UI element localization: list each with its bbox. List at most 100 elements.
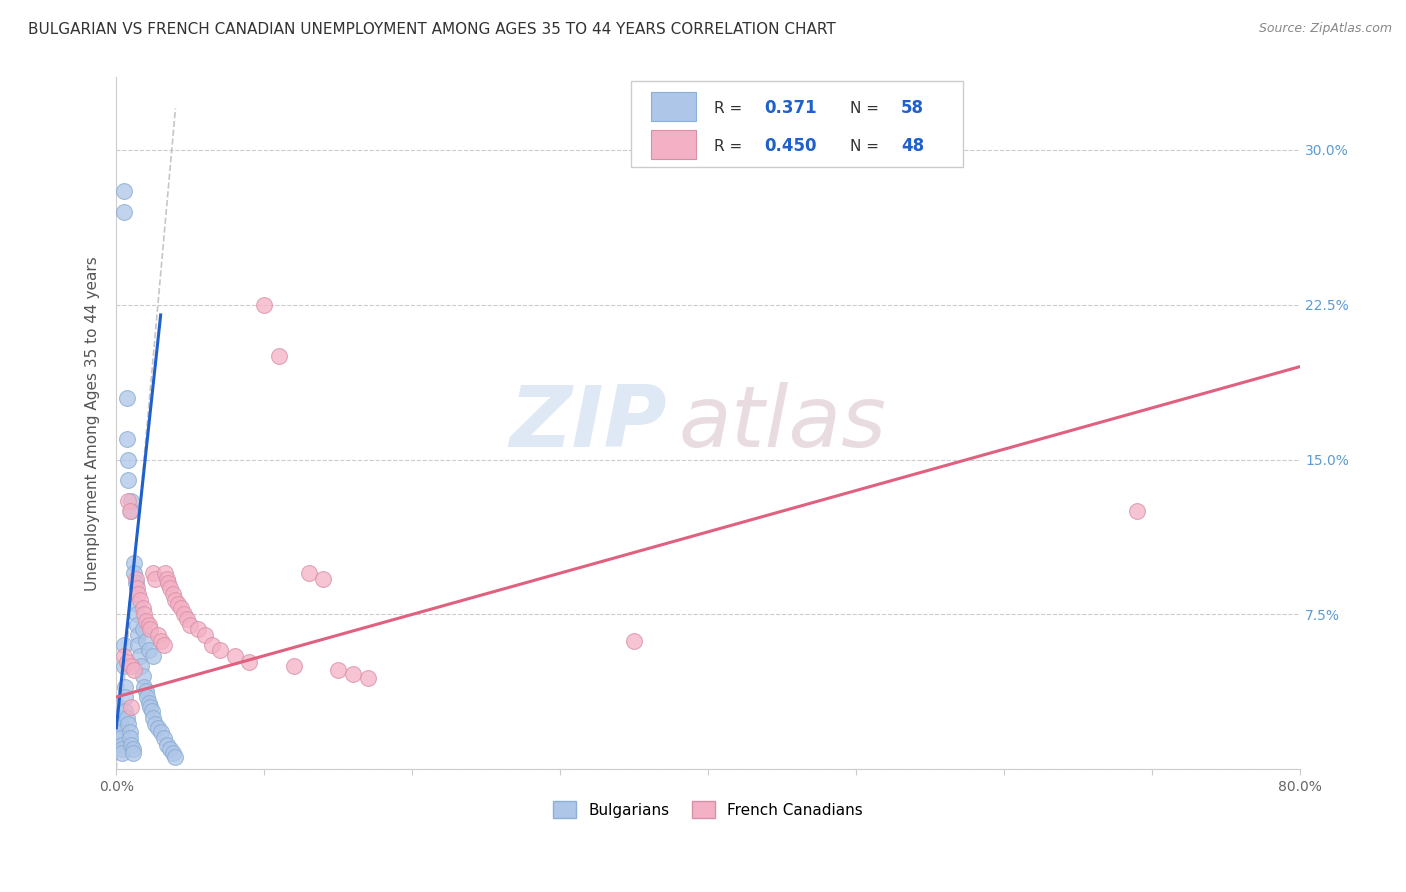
Point [120, 659, 142, 673]
Point [111, 746, 134, 760]
Point [159, 581, 181, 595]
Text: 58: 58 [901, 99, 924, 117]
Point [132, 669, 155, 683]
Point [159, 741, 181, 756]
Point [120, 738, 142, 752]
Point [170, 601, 193, 615]
Point [117, 717, 139, 731]
Point [153, 566, 176, 580]
Point [115, 655, 138, 669]
Point [111, 741, 134, 756]
Point [155, 738, 177, 752]
Point [122, 566, 145, 580]
Point [194, 628, 217, 642]
Point [131, 659, 153, 673]
Point [127, 587, 149, 601]
Point [132, 601, 155, 615]
Point [176, 611, 198, 625]
Point [187, 622, 209, 636]
Point [121, 741, 143, 756]
Point [122, 556, 145, 570]
Point [623, 634, 645, 648]
Point [114, 680, 136, 694]
Point [135, 614, 157, 628]
Text: 48: 48 [901, 137, 924, 155]
FancyBboxPatch shape [631, 81, 963, 168]
Point [120, 493, 142, 508]
Point [162, 587, 184, 601]
Point [112, 648, 135, 663]
Text: Source: ZipAtlas.com: Source: ZipAtlas.com [1258, 22, 1392, 36]
Point [135, 634, 157, 648]
Point [122, 663, 145, 677]
Point [142, 648, 165, 663]
Point [125, 617, 148, 632]
Point [108, 700, 131, 714]
Text: 0.450: 0.450 [763, 137, 817, 155]
Point [127, 639, 149, 653]
Point [165, 750, 187, 764]
FancyBboxPatch shape [651, 130, 696, 159]
Y-axis label: Unemployment Among Ages 35 to 44 years: Unemployment Among Ages 35 to 44 years [86, 256, 100, 591]
Point [112, 184, 135, 198]
Point [139, 700, 162, 714]
Point [138, 617, 160, 632]
Point [112, 639, 135, 653]
Point [155, 572, 177, 586]
Point [312, 572, 335, 586]
Point [138, 696, 160, 710]
Point [157, 576, 180, 591]
Point [115, 432, 138, 446]
Point [127, 628, 149, 642]
Text: ZIP: ZIP [509, 382, 666, 465]
Point [149, 725, 172, 739]
Point [173, 607, 195, 622]
Point [110, 717, 132, 731]
Point [110, 725, 132, 739]
Point [120, 504, 142, 518]
Point [179, 617, 201, 632]
Point [112, 204, 135, 219]
Text: atlas: atlas [679, 382, 887, 465]
Point [149, 634, 172, 648]
Point [117, 493, 139, 508]
Text: N =: N = [851, 101, 884, 116]
Point [108, 711, 131, 725]
Legend: Bulgarians, French Canadians: Bulgarians, French Canadians [547, 795, 869, 824]
Point [342, 667, 364, 681]
Point [134, 680, 156, 694]
Point [118, 731, 141, 746]
Point [136, 690, 159, 704]
Point [129, 648, 152, 663]
Point [167, 597, 190, 611]
Point [124, 572, 146, 586]
Point [208, 642, 231, 657]
Point [125, 581, 148, 595]
Point [115, 391, 138, 405]
Point [114, 690, 136, 704]
Point [118, 725, 141, 739]
Point [1126, 504, 1149, 518]
Point [328, 663, 350, 677]
Point [120, 700, 142, 714]
Point [139, 622, 162, 636]
Point [135, 683, 157, 698]
Point [118, 504, 141, 518]
Point [298, 566, 321, 580]
Point [141, 705, 163, 719]
Point [267, 349, 290, 363]
Point [124, 576, 146, 591]
Point [152, 639, 174, 653]
Point [162, 746, 184, 760]
Point [143, 572, 166, 586]
Point [146, 628, 169, 642]
Point [138, 642, 160, 657]
Point [125, 607, 148, 622]
Point [114, 705, 136, 719]
Point [201, 639, 224, 653]
Text: BULGARIAN VS FRENCH CANADIAN UNEMPLOYMENT AMONG AGES 35 TO 44 YEARS CORRELATION : BULGARIAN VS FRENCH CANADIAN UNEMPLOYMEN… [28, 22, 837, 37]
Text: 0.371: 0.371 [763, 99, 817, 117]
Point [357, 672, 380, 686]
Point [142, 566, 165, 580]
Point [152, 731, 174, 746]
